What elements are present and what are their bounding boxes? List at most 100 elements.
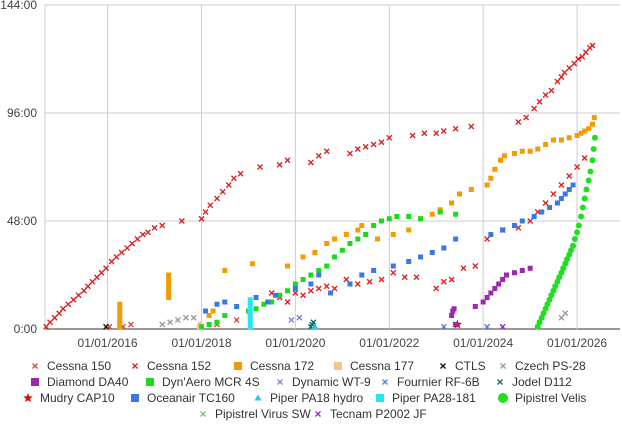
data-point: [247, 301, 253, 307]
data-point: [591, 115, 597, 120]
data-point: [300, 254, 306, 260]
data-point: [366, 278, 373, 285]
data-point: [339, 247, 345, 253]
data-point: [536, 319, 543, 326]
legend-item[interactable]: Piper PA18 hydro: [254, 391, 364, 405]
data-point: [316, 272, 322, 278]
series-dyn-aero-mcr-4s: [199, 209, 459, 330]
data-point: [452, 321, 459, 328]
x-tick-label: 01/01/2020: [265, 336, 325, 350]
data-point: [560, 265, 567, 272]
data-point: [60, 305, 67, 312]
data-point: [440, 128, 447, 134]
data-point: [519, 218, 525, 224]
legend-item[interactable]: Cessna 177: [334, 359, 414, 373]
data-point: [308, 281, 314, 287]
data-point: [355, 227, 361, 233]
data-point: [562, 191, 568, 197]
data-point: [323, 148, 330, 155]
data-point: [129, 240, 136, 247]
data-point: [167, 319, 174, 326]
legend-label: Cessna 172: [250, 359, 314, 373]
data-point: [589, 42, 596, 49]
legend-item[interactable]: CTLS: [440, 359, 486, 373]
legend-item[interactable]: Cessna 172: [234, 359, 314, 373]
data-point: [237, 170, 244, 177]
data-point: [332, 254, 338, 260]
data-point: [484, 323, 491, 330]
data-point: [288, 317, 295, 323]
data-point: [534, 323, 541, 330]
data-point: [174, 317, 181, 323]
data-point: [214, 319, 220, 325]
data-point: [564, 256, 571, 263]
grid-lines: [44, 4, 620, 330]
series-mudry-cap10: [452, 319, 463, 329]
legend-item[interactable]: Diamond DA40: [31, 375, 129, 389]
data-point: [159, 222, 166, 229]
data-point: [247, 315, 253, 321]
data-point: [456, 191, 462, 197]
data-point: [570, 182, 576, 188]
series-fournier-rf-6b: [440, 323, 491, 330]
data-point: [452, 319, 463, 329]
data-point: [307, 287, 314, 294]
x-tick-label: 01/01/2018: [172, 336, 232, 350]
data-point: [47, 319, 53, 326]
legend-item[interactable]: Dyn'Aero MCR 4S: [146, 375, 260, 389]
data-point: [504, 272, 510, 278]
series-piper-pa18-hydro: [311, 323, 319, 330]
series-oceanair-tc160: [203, 182, 576, 314]
data-point: [413, 274, 420, 281]
x-tick-label: 01/01/2026: [547, 336, 607, 350]
data-point: [222, 313, 228, 318]
legend-item[interactable]: Czech PS-28: [500, 359, 587, 373]
data-point: [219, 188, 226, 195]
data-point: [93, 274, 100, 281]
series-pipistrel-velis: [534, 134, 598, 330]
legend-item[interactable]: Dynamic WT-9: [277, 375, 372, 389]
series-tecnam-p2002-jf: [452, 321, 506, 330]
data-point: [433, 285, 440, 292]
data-point: [451, 306, 457, 312]
legend-item[interactable]: Cessna 150: [32, 359, 112, 373]
x-axis-ticks: 01/01/2016 01/01/2018 01/01/2020 01/01/2022…: [78, 336, 608, 350]
data-point: [492, 166, 498, 172]
legend-label: Czech PS-28: [515, 359, 586, 373]
y-tick-label: 144:00: [0, 0, 37, 12]
data-point: [362, 143, 369, 150]
y-tick-label: 96:00: [7, 106, 37, 120]
series-ctls: [103, 323, 110, 330]
legend-label: Oceanair TC160: [147, 391, 235, 405]
legend-item[interactable]: Pipistrel Velis: [498, 391, 586, 405]
data-point: [554, 200, 560, 206]
data-point: [247, 319, 253, 325]
data-point: [166, 281, 172, 287]
legend-item[interactable]: Cessna 152: [132, 359, 212, 373]
data-point: [117, 306, 123, 312]
data-point: [583, 186, 590, 193]
legend-label: Cessna 177: [350, 359, 414, 373]
data-point: [484, 295, 490, 300]
data-point: [292, 290, 299, 296]
data-point: [70, 296, 77, 303]
legend-label: CTLS: [455, 359, 486, 373]
data-point: [552, 283, 559, 290]
legend-item[interactable]: Piper PA28-181: [376, 391, 476, 405]
data-point: [558, 182, 565, 188]
legend-item[interactable]: Mudry CAP10: [23, 391, 115, 405]
data-point: [316, 268, 322, 273]
data-point: [556, 274, 563, 281]
legend-item[interactable]: Fournier RF-6B: [382, 375, 480, 389]
legend-item[interactable]: Pipistrel Virus SW: [200, 407, 312, 421]
legend-marker: [131, 394, 139, 402]
legend: Cessna 150 Cessna 152 Cessna 172 Cessna 177…: [23, 359, 586, 421]
legend-label: Diamond DA40: [47, 375, 129, 389]
legend-marker: [31, 378, 39, 386]
legend-item[interactable]: Jodel D112: [497, 375, 573, 389]
legend-item[interactable]: Oceanair TC160: [131, 391, 235, 405]
y-tick-label: 48:00: [7, 214, 37, 228]
legend-label: Cessna 152: [147, 359, 211, 373]
data-point: [117, 315, 123, 321]
legend-item[interactable]: Tecnam P2002 JF: [315, 407, 427, 421]
